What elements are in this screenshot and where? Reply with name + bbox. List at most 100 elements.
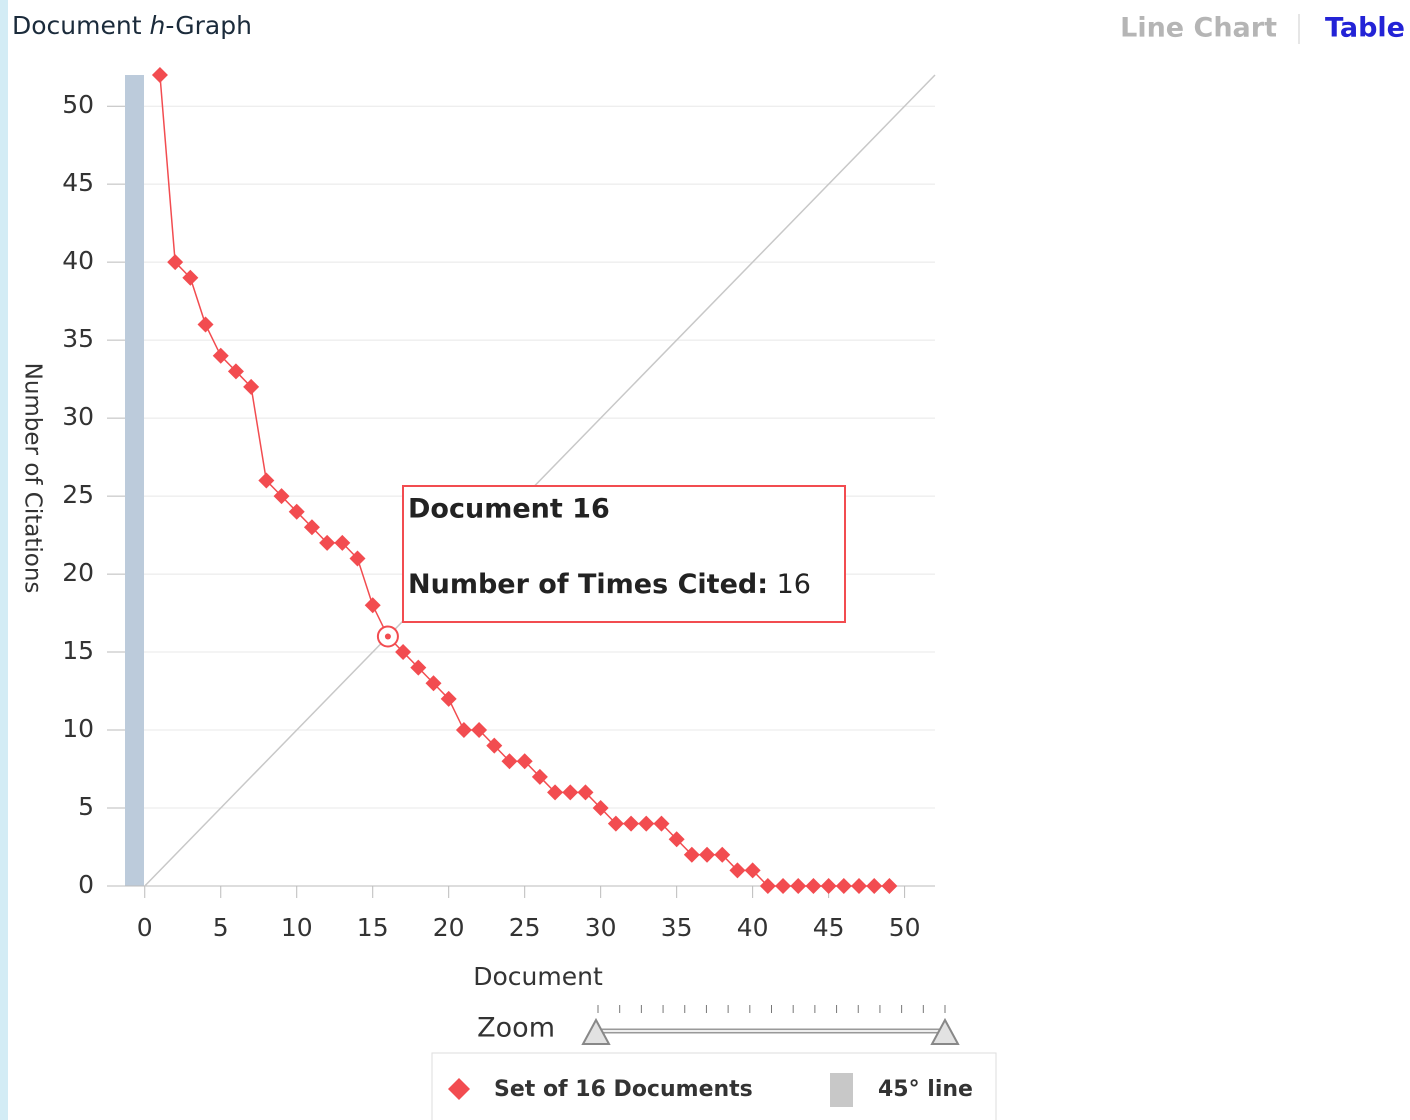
reference-line <box>144 74 936 887</box>
x-tick-label: 50 <box>889 913 921 942</box>
data-point <box>851 878 868 894</box>
data-point <box>212 347 229 364</box>
data-point <box>319 534 336 551</box>
zoom-label: Zoom <box>477 1013 555 1044</box>
data-point <box>759 878 776 894</box>
tooltip: Document 16 Number of Times Cited: 16 <box>402 485 846 623</box>
highlight-dot <box>384 633 391 640</box>
data-point <box>197 316 214 333</box>
y-tick-label: 35 <box>62 324 94 353</box>
data-point <box>303 519 320 536</box>
data-point <box>653 815 670 832</box>
data-point <box>744 862 761 879</box>
data-point <box>531 768 548 785</box>
data-point <box>486 737 503 754</box>
data-point <box>881 878 898 894</box>
data-point <box>820 878 837 894</box>
y-tick-label: 50 <box>62 90 94 119</box>
data-point <box>562 784 579 801</box>
legend-label: Set of 16 Documents <box>494 1077 753 1102</box>
x-tick-label: 30 <box>585 913 617 942</box>
tooltip-value: 16 <box>777 569 811 600</box>
data-point <box>471 722 488 739</box>
data-point <box>288 503 305 520</box>
data-point <box>410 659 427 676</box>
axis-band <box>125 75 144 886</box>
data-point <box>775 878 792 894</box>
data-point <box>805 878 822 894</box>
y-tick-label: 20 <box>62 558 94 587</box>
zoom-handle[interactable] <box>581 1017 611 1045</box>
data-point <box>668 831 685 848</box>
data-point <box>683 846 700 863</box>
data-point <box>501 753 518 770</box>
legend-marker <box>830 1073 853 1107</box>
data-point <box>729 862 746 879</box>
tab-link[interactable]: Line Chart <box>1120 13 1277 44</box>
x-tick-label: 0 <box>137 913 153 942</box>
data-point <box>714 846 731 863</box>
data-point <box>273 488 290 505</box>
data-point <box>364 597 381 614</box>
data-point <box>455 722 472 739</box>
y-tick-label: 10 <box>62 714 94 743</box>
title-part: -Graph <box>165 11 252 40</box>
title-part: h <box>149 11 165 40</box>
x-tick-label: 45 <box>813 913 845 942</box>
side-strip <box>0 0 8 1120</box>
x-tick-label: 5 <box>213 913 229 942</box>
y-tick-label: 45 <box>62 168 94 197</box>
tab-link[interactable]: Table <box>1325 13 1405 44</box>
x-tick-label: 40 <box>737 913 769 942</box>
data-point <box>607 815 624 832</box>
data-point <box>425 675 442 692</box>
x-tick-label: 10 <box>281 913 313 942</box>
data-point <box>699 846 716 863</box>
data-point <box>866 878 883 894</box>
y-tick-label: 30 <box>62 402 94 431</box>
title-part: Document <box>12 11 149 40</box>
data-point <box>349 550 366 567</box>
x-axis-label: Document <box>473 962 603 991</box>
x-tick-label: 20 <box>433 913 465 942</box>
zoom-slider[interactable] <box>581 1005 960 1045</box>
legend <box>431 1052 997 1120</box>
data-point <box>638 815 655 832</box>
y-tick-label: 0 <box>78 870 94 899</box>
x-tick-label: 25 <box>509 913 541 942</box>
y-tick-label: 5 <box>78 792 94 821</box>
legend-marker <box>448 1078 470 1100</box>
chart-title: Document h-Graph <box>12 11 252 40</box>
tooltip-box <box>402 485 846 623</box>
data-point <box>547 784 564 801</box>
y-axis-label: Number of Citations <box>20 363 46 594</box>
data-point <box>227 363 244 380</box>
data-point <box>516 753 533 770</box>
data-point <box>623 815 640 832</box>
x-tick-label: 35 <box>661 913 693 942</box>
plot: 0 5 10 15 20 25 30 35 40 45 50 0 5 10 15 20 25 30 35 40 45 50… <box>62 67 936 942</box>
data-point <box>258 472 275 489</box>
y-tick-label: 40 <box>62 246 94 275</box>
data-point <box>334 534 351 551</box>
data-point <box>243 378 260 395</box>
data-point <box>395 644 412 661</box>
y-tick-label: 15 <box>62 636 94 665</box>
zoom-handle[interactable] <box>930 1017 960 1045</box>
zoom-ticks <box>597 1005 946 1013</box>
data-point <box>167 254 184 271</box>
legend-label: 45° line <box>878 1077 973 1102</box>
data-point <box>790 878 807 894</box>
tooltip-title: Document 16 <box>408 494 610 525</box>
y-tick-label: 25 <box>62 480 94 509</box>
data-point <box>182 269 199 286</box>
data-point <box>592 800 609 817</box>
data-point <box>835 878 852 894</box>
data-point <box>151 67 168 83</box>
data-point <box>440 690 457 707</box>
tooltip-line: Number of Times Cited: 16 <box>408 569 811 600</box>
data-point <box>577 784 594 801</box>
x-tick-label: 15 <box>357 913 389 942</box>
tooltip-label: Number of Times Cited: <box>408 569 768 600</box>
